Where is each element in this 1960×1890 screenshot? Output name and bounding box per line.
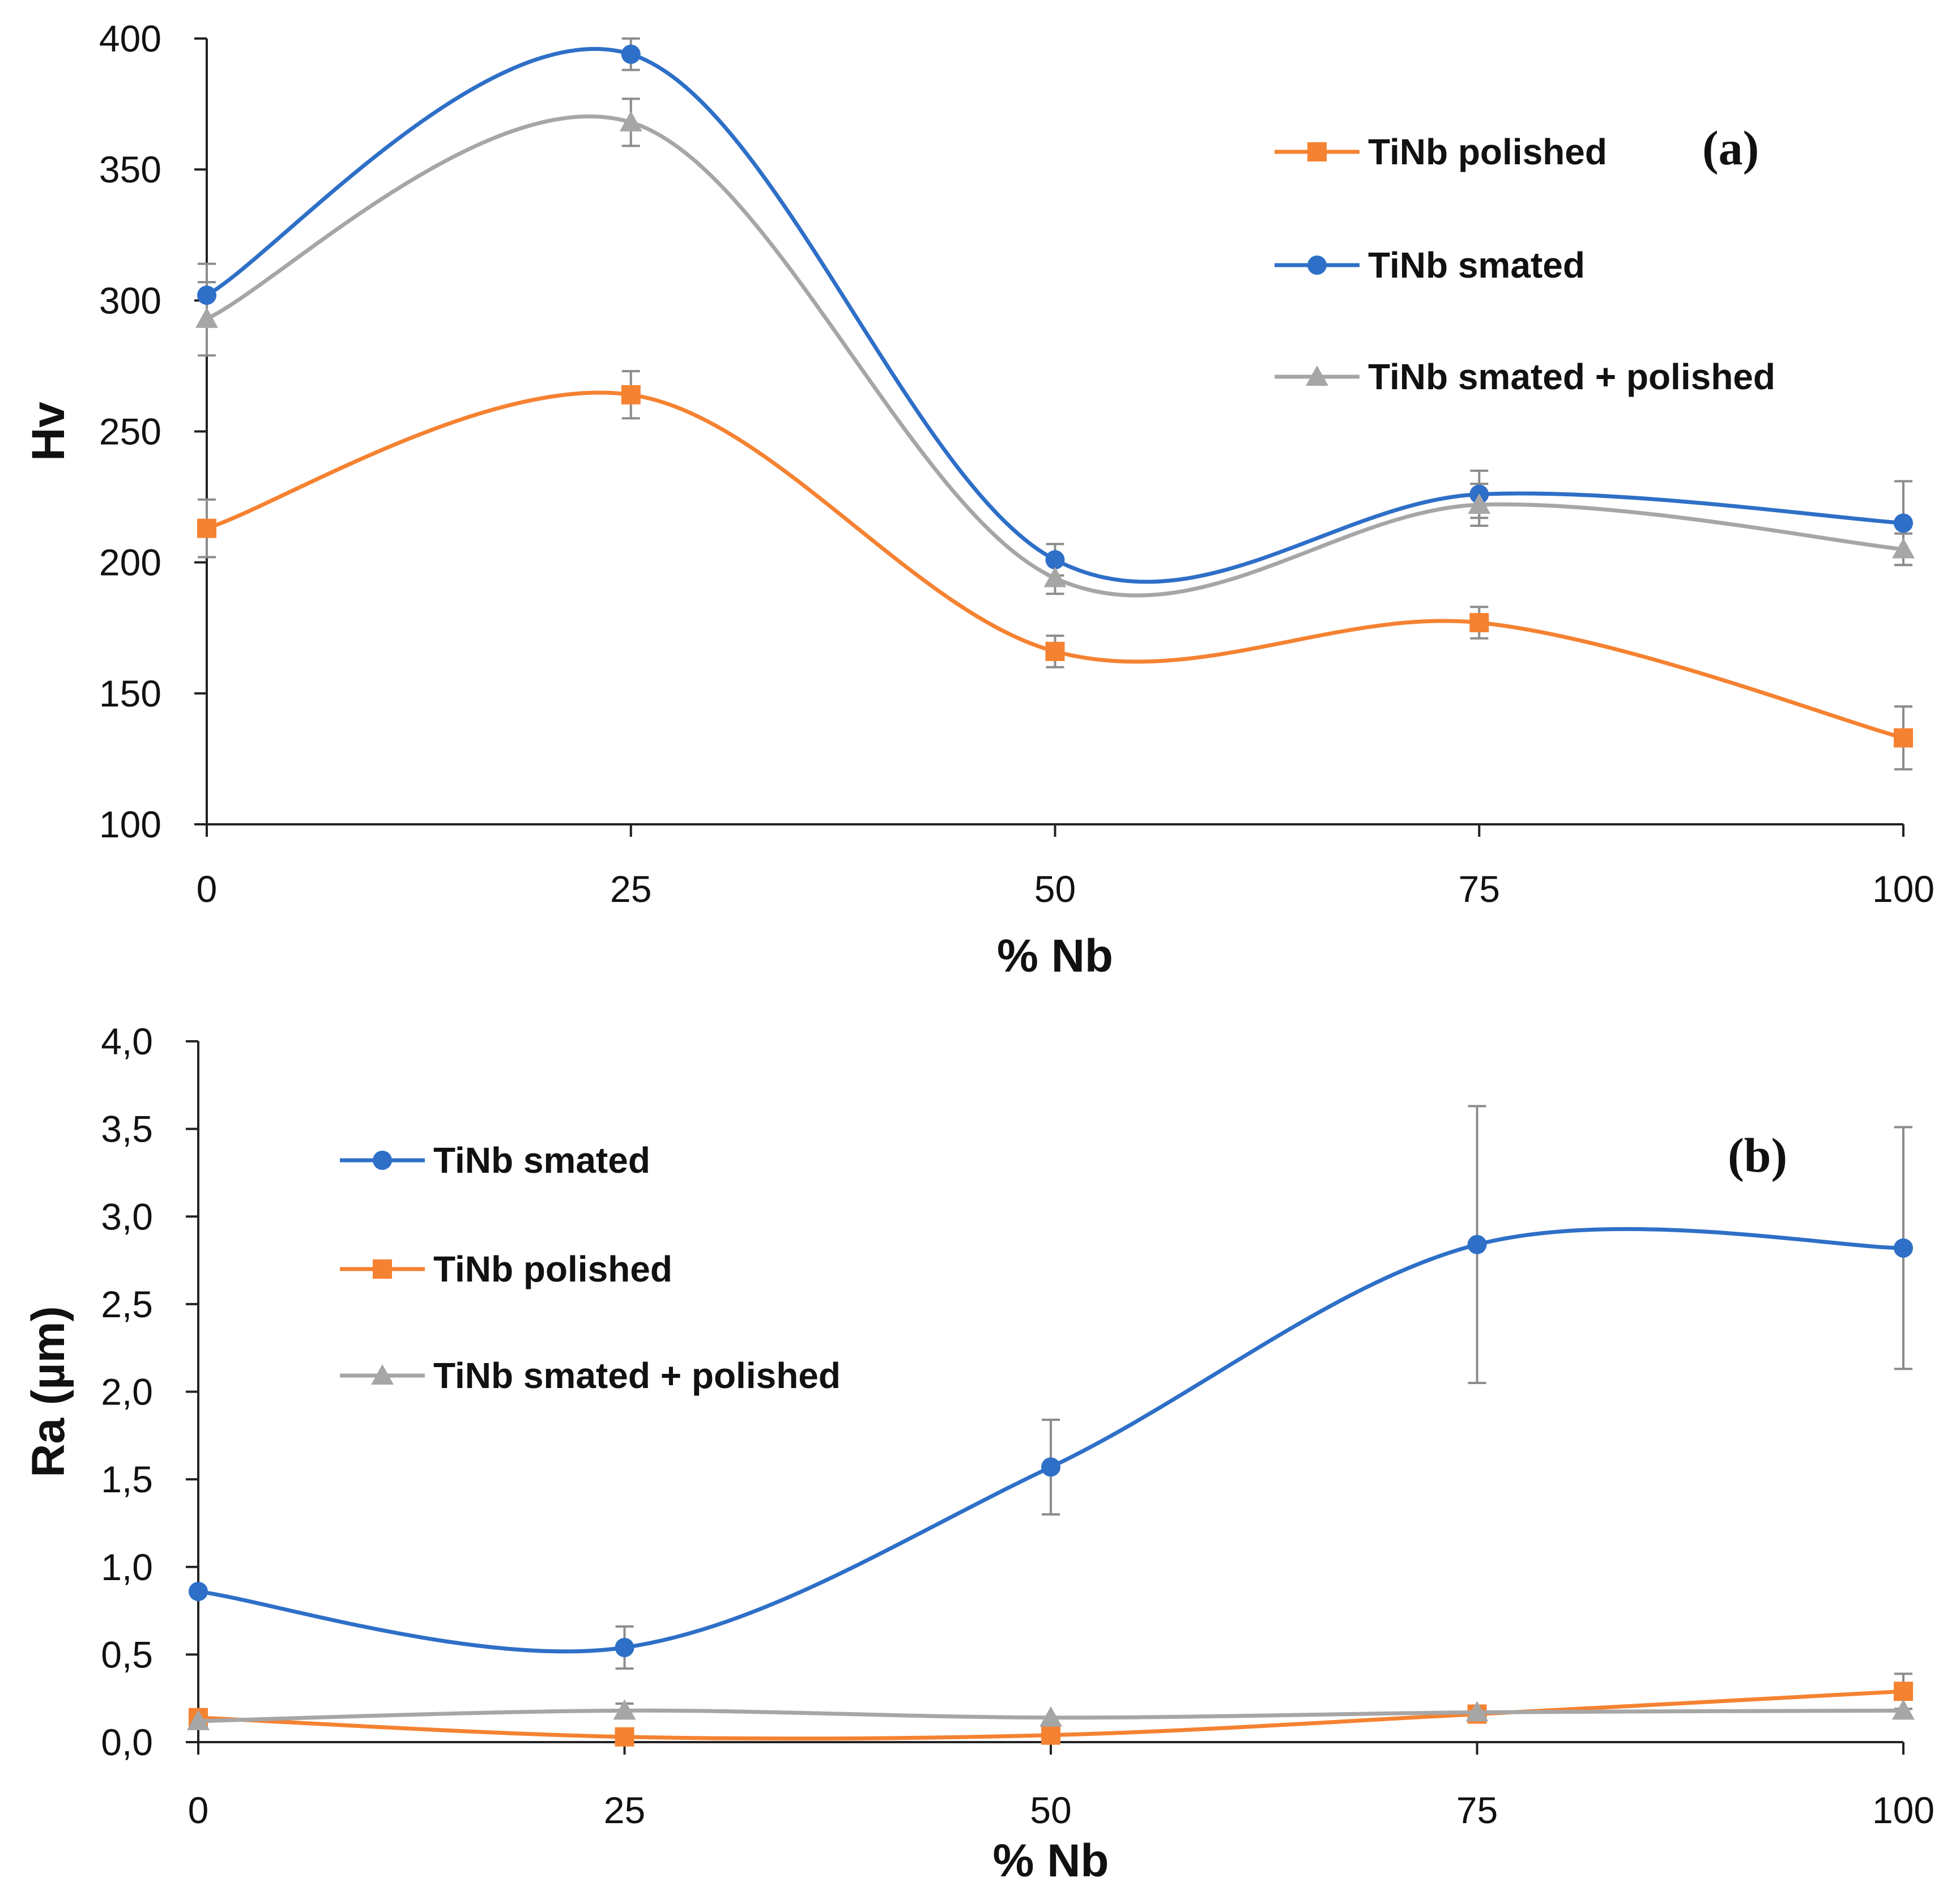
- panel-label: (a): [1702, 121, 1759, 175]
- legend-label-tinb-smated: TiNb smated: [1368, 245, 1585, 286]
- series-line-tinb-smated: [206, 47, 1904, 584]
- data-point-tinb-smated-polished: [1468, 493, 1491, 514]
- y-tick-label: 1,0: [101, 1546, 153, 1588]
- chart-panel-b: 0,0 0,5 1,0 1,5 2,0 2,5 3,0 3,5 4,0 0 25 50 75 100 % N…: [23, 1020, 1935, 1887]
- data-point-tinb-smated-polished: [1892, 1699, 1915, 1720]
- data-point-tinb-smated: [1467, 1235, 1487, 1254]
- x-tick-label: 50: [1030, 1789, 1071, 1831]
- data-point-tinb-smated-polished: [1043, 567, 1067, 588]
- series-line-tinb-smated-polished: [206, 114, 1904, 598]
- y-tick-label: 3,0: [101, 1195, 153, 1237]
- data-point-tinb-polished: [1469, 613, 1489, 633]
- data-point-tinb-smated-polished: [1465, 1701, 1489, 1722]
- x-tick-label: 0: [188, 1789, 209, 1831]
- legend-marker-tinb-smated: [373, 1151, 392, 1170]
- x-tick-label: 100: [1872, 868, 1935, 910]
- y-tick-label: 250: [99, 411, 161, 453]
- legend-marker-tinb-polished: [1307, 142, 1327, 161]
- x-tick-label: 100: [1872, 1789, 1935, 1831]
- data-point-tinb-polished: [1045, 641, 1065, 661]
- x-axis-title: % Nb: [997, 930, 1113, 982]
- x-tick-label: 75: [1459, 868, 1500, 910]
- data-point-tinb-polished: [621, 385, 641, 405]
- y-tick-label: 200: [99, 542, 161, 584]
- y-tick-label: 150: [99, 672, 161, 714]
- y-tick-label: 3,5: [101, 1108, 153, 1150]
- legend-marker-tinb-smated: [1307, 256, 1327, 275]
- legend-label-tinb-polished: TiNb polished: [433, 1249, 672, 1289]
- x-tick-label: 75: [1456, 1789, 1498, 1831]
- y-tick-label: 0,5: [101, 1633, 153, 1675]
- data-point-tinb-smated: [1041, 1457, 1060, 1477]
- data-point-tinb-smated-polished: [619, 110, 642, 131]
- data-point-tinb-smated: [189, 1582, 208, 1602]
- data-point-tinb-smated-polished: [1892, 538, 1915, 559]
- data-point-tinb-smated: [1045, 550, 1065, 570]
- data-point-tinb-smated: [1894, 513, 1913, 533]
- data-point-tinb-smated: [621, 44, 641, 64]
- legend-marker-tinb-polished: [373, 1259, 392, 1279]
- data-point-tinb-polished: [1894, 728, 1913, 748]
- y-tick-label: 1,5: [101, 1458, 153, 1500]
- x-tick-label: 0: [197, 868, 218, 910]
- data-point-tinb-smated: [197, 286, 216, 305]
- x-tick-label: 25: [610, 868, 651, 910]
- data-point-tinb-polished: [1041, 1725, 1060, 1745]
- y-tick-label: 100: [99, 803, 161, 845]
- y-tick-label: 300: [99, 279, 161, 321]
- legend-label-tinb-smated-polished: TiNb smated + polished: [1368, 356, 1775, 397]
- data-point-tinb-smated: [1894, 1238, 1913, 1258]
- legend-marker-tinb-smated-polished: [371, 1364, 394, 1385]
- legend-label-tinb-smated-polished: TiNb smated + polished: [433, 1355, 841, 1396]
- data-point-tinb-polished: [615, 1727, 634, 1747]
- y-tick-label: 0,0: [101, 1721, 153, 1763]
- data-point-tinb-polished: [197, 518, 216, 538]
- data-point-tinb-smated-polished: [187, 1709, 210, 1730]
- x-tick-label: 50: [1034, 868, 1076, 910]
- chart-panel-a: 100 150 200 250 300 350 400 0 25 50 75 100 % Nb Hv (a)…: [23, 18, 1935, 982]
- y-tick-label: 350: [99, 148, 161, 190]
- y-tick-label: 4,0: [101, 1020, 153, 1062]
- y-tick-label: 400: [99, 18, 161, 59]
- panel-label: (b): [1728, 1128, 1787, 1182]
- data-point-tinb-smated-polished: [1039, 1706, 1062, 1727]
- y-axis-title: Hv: [23, 402, 74, 461]
- legend-label-tinb-smated: TiNb smated: [433, 1140, 650, 1181]
- data-point-tinb-smated-polished: [613, 1699, 636, 1720]
- y-tick-label: 2,5: [101, 1283, 153, 1325]
- legend-marker-tinb-smated-polished: [1306, 365, 1328, 386]
- y-axis-title: Ra (µm): [23, 1306, 74, 1477]
- x-tick-label: 25: [604, 1789, 645, 1831]
- data-point-tinb-smated: [615, 1638, 634, 1658]
- legend-label-tinb-polished: TiNb polished: [1368, 131, 1607, 172]
- data-point-tinb-smated-polished: [195, 307, 218, 328]
- x-axis-title: % Nb: [993, 1835, 1109, 1887]
- data-point-tinb-polished: [1894, 1682, 1913, 1701]
- y-tick-label: 2,0: [101, 1371, 153, 1413]
